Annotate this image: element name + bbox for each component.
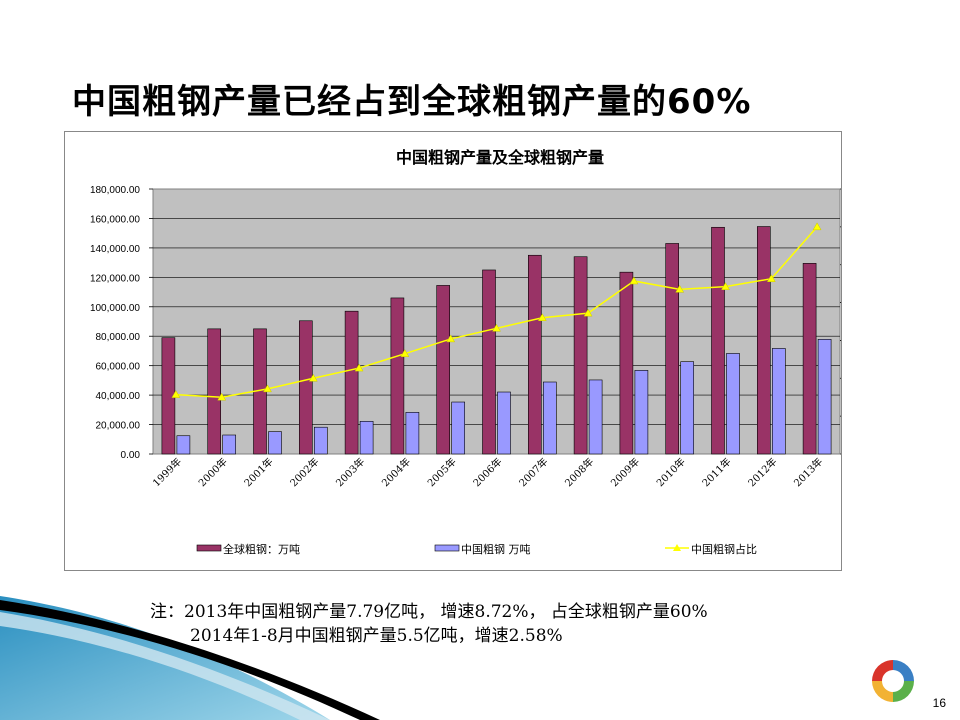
bars (161, 226, 832, 455)
bar-global (390, 297, 405, 455)
x-tick-label: 2000年 (196, 455, 230, 489)
bar-china (771, 348, 786, 455)
chart: 中国粗钢产量及全球粗钢产量 0.00 20,000.00 40,000.00 60,0… (90, 148, 841, 556)
x-tick-label: 2006年 (470, 455, 504, 489)
bar-global (573, 256, 588, 455)
share-point (675, 284, 685, 293)
bar-global (436, 285, 451, 455)
legend-label: 全球粗钢：万吨 (223, 542, 300, 556)
company-logo (872, 660, 914, 702)
left-tick-label: 180,000.00 (90, 185, 140, 196)
legend-swatch (196, 544, 222, 552)
x-tick-label: 2012年 (745, 455, 779, 489)
legend-label: 中国粗钢 万吨 (461, 543, 531, 556)
x-axis-labels: 1999年 2000年 2001年 2002年 2003年 2004年 2005年 2006年… (150, 455, 825, 489)
legend-label: 中国粗钢占比 (691, 542, 757, 556)
left-tick-label: 140,000.00 (90, 244, 140, 255)
share-point (217, 392, 227, 401)
bar-global (711, 226, 725, 455)
x-tick-label: 2008年 (562, 455, 596, 489)
bar-global (665, 243, 680, 455)
x-tick-label: 2004年 (379, 455, 413, 489)
x-tick-label: 2009年 (608, 455, 642, 489)
share-line (171, 222, 822, 401)
share-point (629, 276, 639, 285)
left-axis: 0.00 20,000.00 40,000.00 60,000.00 80,000.00… (90, 185, 153, 461)
bar-china (817, 339, 832, 455)
page-number: 16 (932, 696, 946, 710)
x-tick-label: 2002年 (287, 455, 321, 489)
plot-area (152, 188, 841, 455)
left-tick-label: 160,000.00 (90, 214, 140, 225)
bar-global (482, 269, 496, 455)
slide-title: 中国粗钢产量已经占到全球粗钢产量的60% (72, 82, 752, 122)
left-tick-label: 0.00 (121, 450, 141, 461)
gridlines (153, 218, 840, 425)
bar-global (527, 254, 542, 455)
share-point (354, 363, 364, 372)
x-tick-label: 2013年 (791, 455, 825, 489)
left-tick-label: 120,000.00 (90, 273, 140, 284)
x-tick-label: 2007年 (516, 455, 550, 489)
legend-marker (673, 544, 681, 551)
share-point (721, 282, 730, 290)
share-point (308, 373, 318, 382)
share-point (812, 222, 822, 231)
bar-china (634, 370, 649, 455)
chart-frame: 中国粗钢产量及全球粗钢产量 0.00 20,000.00 40,000.00 60,0… (64, 131, 842, 571)
x-tick-label: 2005年 (425, 455, 459, 489)
bar-global (619, 271, 634, 455)
share-point (171, 390, 181, 398)
left-tick-label: 20,000.00 (96, 421, 141, 432)
note-line-1: 注：2013年中国粗钢产量7.79亿吨， 增速8.72%， 占全球粗钢产量60% (150, 602, 708, 622)
left-tick-label: 100,000.00 (90, 303, 140, 314)
share-point (766, 274, 776, 282)
share-point (492, 323, 501, 332)
x-tick-label: 1999年 (150, 455, 184, 489)
bar-china (497, 391, 511, 455)
bar-global (207, 328, 221, 455)
x-tick-label: 2010年 (654, 455, 688, 489)
bar-china (405, 412, 420, 455)
left-tick-label: 80,000.00 (96, 332, 141, 343)
bar-china (359, 421, 374, 455)
bar-china (451, 401, 466, 455)
bar-china (176, 435, 191, 455)
x-tick-label: 2011年 (699, 455, 733, 489)
bar-global (756, 226, 771, 455)
share-point (400, 349, 410, 357)
left-tick-label: 60,000.00 (96, 362, 141, 373)
legend: 全球粗钢：万吨 中国粗钢 万吨 中国粗钢占比 (196, 542, 757, 556)
x-tick-label: 2001年 (241, 455, 275, 489)
share-point (537, 313, 547, 321)
share-point (446, 334, 456, 343)
share-point (583, 308, 593, 317)
bar-china (222, 434, 236, 455)
x-tick-label: 2003年 (333, 455, 367, 489)
bar-china (542, 381, 557, 455)
bar-china (314, 426, 328, 455)
bar-global (344, 310, 359, 455)
bar-global (802, 263, 817, 455)
bar-china (680, 361, 695, 455)
legend-swatch (434, 544, 460, 552)
bar-china (726, 353, 740, 455)
chart-title: 中国粗钢产量及全球粗钢产量 (396, 148, 604, 167)
bar-china (268, 431, 282, 455)
left-tick-label: 40,000.00 (96, 391, 141, 402)
bar-china (588, 379, 603, 455)
note-line-2: 2014年1-8月中国粗钢产量5.5亿吨，增速2.58% (190, 626, 563, 646)
share-point (263, 384, 272, 393)
right-axis: 0%10%20%30%40%50%60%70% (840, 188, 841, 455)
note: 注：2013年中国粗钢产量7.79亿吨， 增速8.72%， 占全球粗钢产量60%… (150, 600, 708, 648)
bar-global (299, 320, 313, 455)
